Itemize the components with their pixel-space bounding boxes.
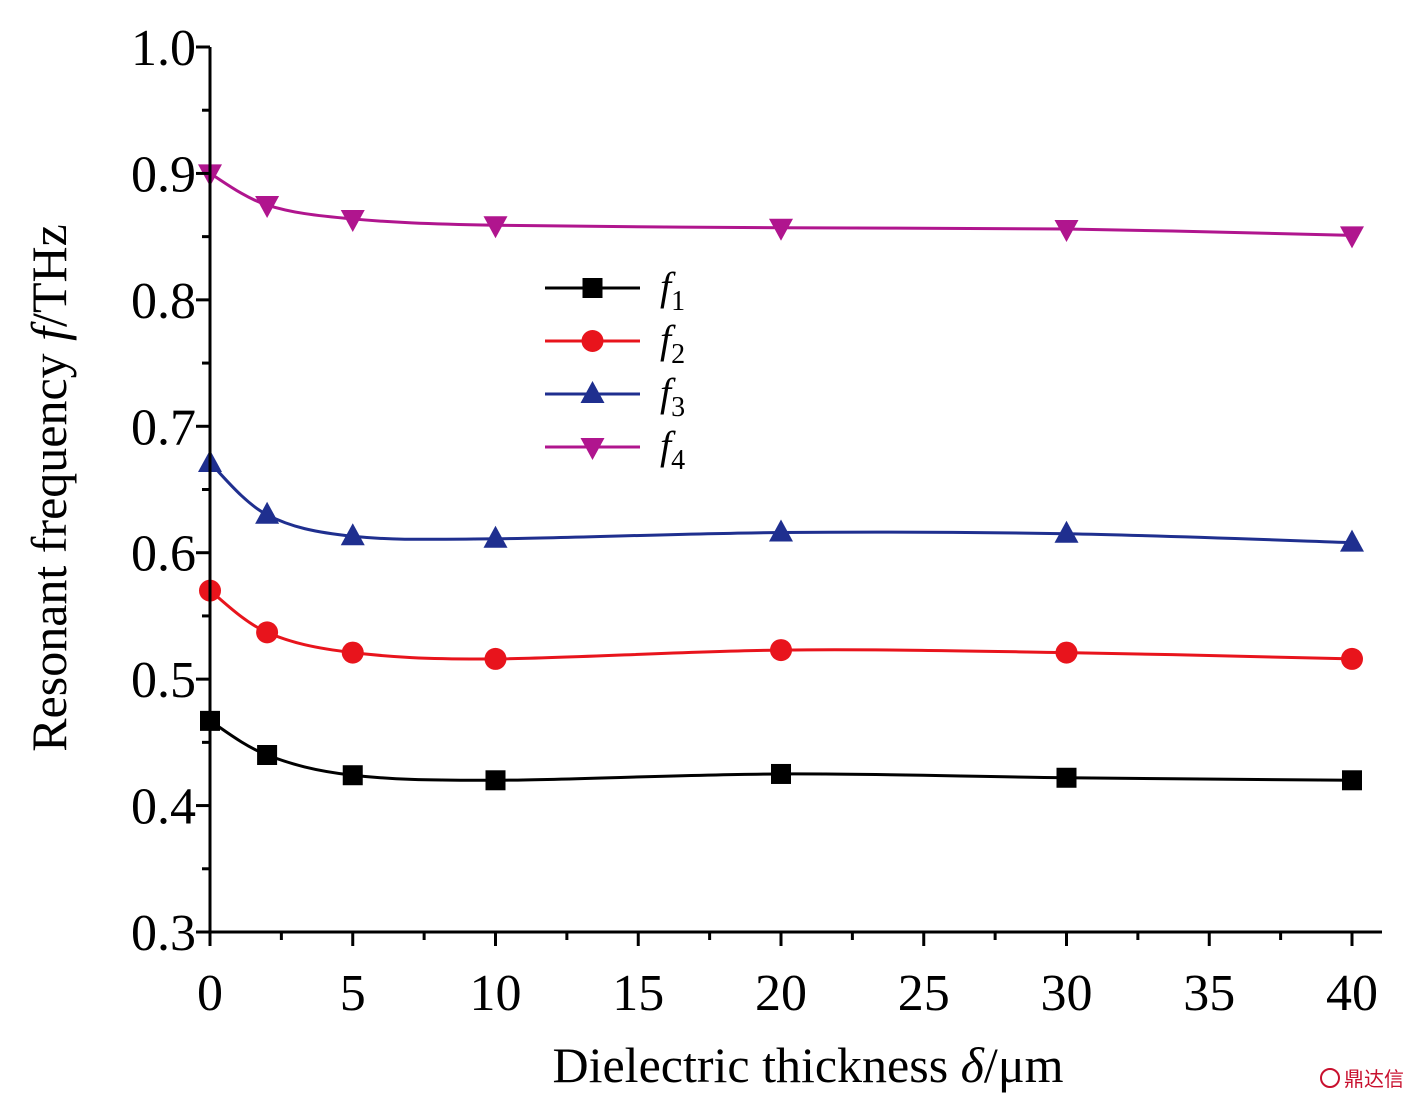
data-point: [1341, 647, 1363, 670]
data-point: [341, 641, 364, 664]
legend-item: f3: [545, 370, 685, 423]
data-point: [1054, 220, 1079, 243]
x-tick-label: 30: [1041, 965, 1093, 1022]
x-axis-title: Dielectric thickness δ/μm: [552, 1037, 1063, 1093]
series-line: [209, 172, 1353, 237]
y-tick-label: 1.0: [131, 20, 196, 77]
series-1: [200, 710, 1362, 791]
legend-item: f4: [545, 423, 685, 476]
data-point: [1055, 641, 1078, 664]
y-tick-label: 0.9: [131, 146, 196, 203]
plot-area: [198, 164, 1364, 791]
legend-marker: [580, 438, 605, 460]
y-axis-title: Resonant frequency f/THz: [21, 224, 77, 752]
legend-label: f4: [660, 423, 685, 476]
watermark: 鼎达信: [1320, 1063, 1404, 1092]
legend-label: f2: [660, 317, 685, 370]
legend-item: f2: [545, 317, 685, 370]
axes: 0 5 10 15 20 25 30 35 40 0.3 0.4 0.5 0.6 0.7 0.8 0.9 1.0: [131, 20, 1382, 1022]
data-point: [1342, 770, 1362, 791]
x-tick-label: 35: [1183, 965, 1235, 1022]
x-tick-label: 15: [612, 965, 664, 1022]
data-point: [769, 519, 793, 542]
y-tick-label: 0.3: [131, 905, 196, 962]
series-3: [198, 449, 1364, 552]
data-point: [340, 209, 365, 232]
x-tick-label: 20: [755, 965, 807, 1022]
data-point: [483, 216, 508, 239]
data-point: [769, 218, 793, 241]
legend-item: f1: [545, 264, 685, 317]
data-point: [485, 770, 506, 791]
data-point: [342, 765, 363, 786]
data-point: [484, 647, 507, 670]
series-line: [209, 589, 1353, 661]
series-4: [198, 164, 1364, 249]
data-point: [257, 745, 278, 765]
legend-marker: [582, 278, 603, 298]
data-point: [770, 639, 792, 662]
x-tick-label: 0: [197, 965, 223, 1022]
watermark-logo-icon: [1320, 1067, 1340, 1088]
legend-marker: [581, 330, 604, 352]
y-tick-label: 0.4: [131, 779, 196, 836]
x-tick-label: 5: [340, 965, 366, 1022]
data-point: [1340, 529, 1364, 552]
legend-marker: [580, 381, 605, 403]
watermark-text: 鼎达信: [1344, 1067, 1404, 1091]
data-point: [255, 501, 280, 524]
data-point: [255, 196, 280, 219]
y-tick-label: 0.6: [131, 526, 196, 583]
series-2: [199, 579, 1363, 670]
data-point: [256, 621, 279, 644]
data-point: [1056, 767, 1077, 788]
series-line: [208, 461, 1353, 545]
data-point: [1340, 226, 1364, 249]
series-line: [209, 719, 1353, 782]
data-point: [1054, 520, 1079, 543]
legend-label: f1: [660, 264, 685, 317]
y-tick-label: 0.8: [131, 273, 196, 330]
x-tick-label: 10: [470, 965, 522, 1022]
data-point: [483, 525, 508, 548]
legend-label: f3: [660, 370, 685, 423]
y-tick-label: 0.7: [131, 399, 196, 456]
y-tick-label: 0.5: [131, 652, 196, 709]
x-tick-label: 40: [1326, 965, 1378, 1022]
x-tick-label: 25: [898, 965, 950, 1022]
data-point: [340, 523, 365, 546]
data-point: [771, 763, 791, 784]
